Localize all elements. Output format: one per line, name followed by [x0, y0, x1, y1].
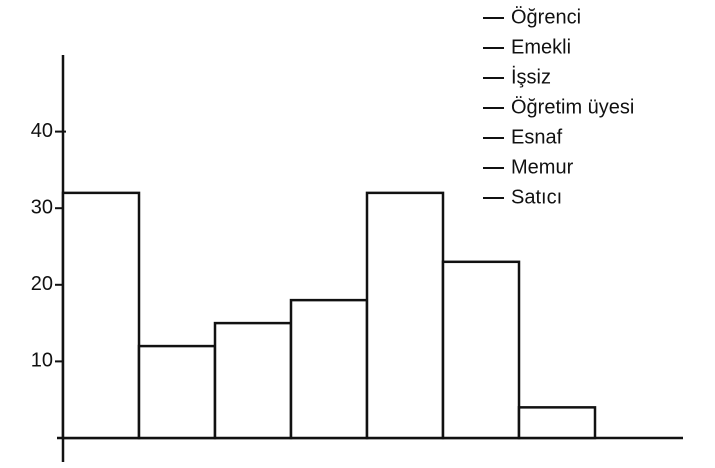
legend-label: Esnaf	[511, 126, 563, 148]
legend-label: Satıcı	[511, 186, 562, 208]
bar	[365, 191, 445, 440]
bar	[61, 191, 141, 440]
bar	[213, 321, 293, 440]
y-tick-label: 20	[31, 273, 53, 295]
y-tick-label: 40	[31, 120, 53, 142]
y-tick-label: 30	[31, 196, 53, 218]
legend-label: Emekli	[511, 36, 571, 58]
legend-label: Memur	[511, 156, 574, 178]
bar	[441, 260, 521, 440]
legend-label: Öğretim üyesi	[511, 96, 634, 118]
bar	[289, 298, 369, 440]
bar	[517, 406, 597, 440]
bar	[137, 344, 217, 440]
legend-label: İşsiz	[511, 65, 551, 88]
y-tick-label: 10	[31, 350, 53, 372]
legend-label: Öğrenci	[511, 6, 581, 28]
